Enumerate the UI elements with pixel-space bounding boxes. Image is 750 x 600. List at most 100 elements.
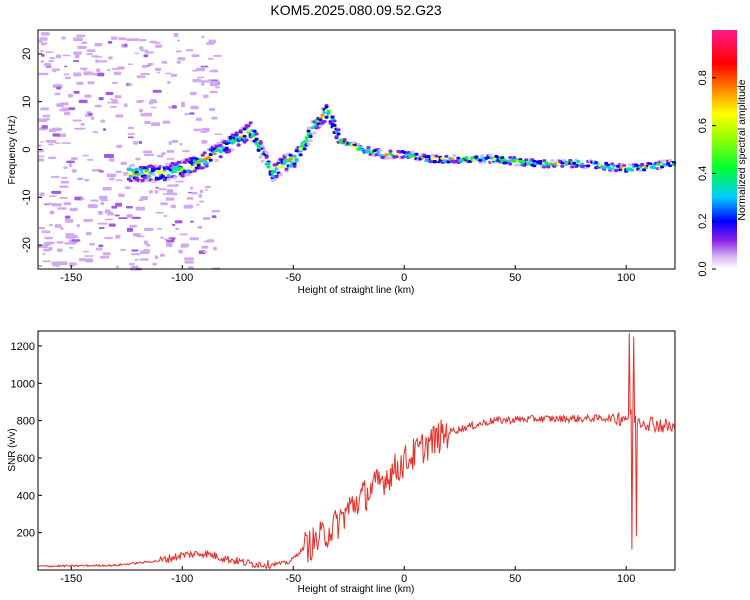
heatmap-noise-cell: [159, 253, 165, 257]
heatmap-cell: [246, 128, 251, 132]
heatmap-noise-cell: [124, 186, 131, 189]
heatmap-noise-cell: [178, 249, 183, 254]
snr-panel: -150 -100 -50 0 50 100 200 400 600 800 1000 1200 H…: [7, 330, 676, 595]
snr-y-tick-label: 400: [17, 490, 35, 502]
snr-x-tick-label: 0: [401, 573, 407, 585]
heatmap-noise-cell: [86, 49, 96, 52]
heatmap-noise-cell: [153, 41, 161, 44]
heatmap-noise-cell: [67, 94, 73, 98]
heatmap-cell: [140, 178, 145, 182]
heatmap-noise-cell: [208, 107, 216, 112]
heatmap-noise-cell: [144, 120, 151, 125]
heatmap-noise-cell: [54, 92, 61, 96]
heatmap-cell: [230, 148, 235, 152]
heatmap-noise-cell: [203, 94, 209, 98]
heatmap-noise-cell: [38, 264, 43, 268]
heatmap-noise-cell: [98, 244, 104, 248]
heatmap-noise-cell: [90, 199, 99, 202]
heatmap-cell: [378, 148, 383, 152]
heatmap-cell: [580, 162, 585, 166]
heatmap-cell: [518, 159, 523, 163]
heatmap-cell: [428, 160, 433, 164]
heatmap-noise-cell: [136, 100, 143, 104]
heatmap-noise-cell: [41, 32, 50, 36]
heatmap-cell: [218, 149, 223, 153]
heatmap-noise-cell: [189, 91, 197, 96]
heatmap-cell: [384, 153, 389, 157]
snr-y-axis-label: SNR (v/v): [7, 428, 18, 471]
heatmap-cell: [630, 168, 635, 172]
heatmap-noise-cell: [170, 192, 178, 196]
heatmap-noise-cell: [89, 242, 95, 246]
heatmap-cell: [276, 165, 281, 169]
heatmap-noise-cell: [104, 218, 114, 221]
heatmap-cell: [182, 170, 187, 174]
heatmap-noise-cell: [157, 227, 163, 230]
heatmap-noise-cell: [115, 234, 121, 239]
heatmap-cell: [508, 162, 513, 166]
heatmap-noise-cell: [132, 141, 139, 145]
heatmap-noise-cell: [142, 150, 153, 154]
heatmap-noise-cell: [48, 60, 54, 63]
heatmap-cell: [306, 142, 311, 146]
heatmap-cell: [136, 172, 141, 176]
heatmap-noise-cell: [41, 230, 51, 234]
snr-x-axis-label: Height of straight line (km): [298, 584, 415, 595]
heatmap-noise-cell: [51, 203, 62, 207]
heatmap-noise-cell: [94, 43, 103, 47]
heatmap-cell: [660, 165, 665, 169]
heatmap-noise-cell: [63, 202, 72, 206]
heatmap-cell: [272, 169, 277, 173]
heatmap-noise-cell: [64, 111, 71, 116]
heatmap-noise-cell: [52, 265, 61, 267]
colorbar-ticks: 0.0 0.2 0.4 0.6 0.8: [697, 70, 716, 277]
heatmap-noise-cell: [215, 86, 221, 89]
heatmap-noise-cell: [64, 215, 71, 219]
heatmap-cell: [280, 164, 285, 168]
heatmap-noise-cell: [139, 108, 143, 113]
heatmap-noise-cell: [201, 127, 210, 132]
heatmap-noise-cell: [74, 54, 80, 59]
heatmap-noise-cell: [61, 176, 68, 179]
heatmap-noise-cell: [106, 173, 117, 178]
heatmap-noise-cell: [147, 62, 154, 66]
heatmap-noise-cell: [115, 114, 124, 118]
heatmap-noise-cell: [72, 169, 77, 173]
heatmap-noise-cell: [114, 214, 120, 217]
heatmap-noise-cell: [80, 197, 85, 201]
spectrogram-y-ticks: -20 -10 0 10 20: [21, 48, 42, 253]
heatmap-noise-cell: [127, 83, 133, 86]
heatmap-noise-cell: [139, 250, 150, 254]
heatmap-noise-cell: [167, 81, 171, 84]
heatmap-cell: [186, 173, 191, 177]
heatmap-noise-cell: [69, 207, 78, 212]
heatmap-noise-cell: [99, 255, 110, 259]
heatmap-noise-cell: [81, 41, 88, 44]
heatmap-cell: [324, 105, 329, 109]
heatmap-noise-cell: [38, 155, 45, 158]
heatmap-noise-cell: [83, 218, 94, 222]
heatmap-noise-cell: [204, 188, 208, 191]
heatmap-cell: [446, 160, 451, 164]
heatmap-noise-cell: [174, 220, 183, 224]
heatmap-noise-cell: [40, 42, 48, 45]
heatmap-cell: [304, 136, 309, 140]
heatmap-noise-cell: [211, 215, 217, 219]
snr-x-tick-label: -50: [285, 573, 301, 585]
heatmap-noise-cell: [48, 157, 56, 159]
heatmap-cell: [586, 164, 591, 168]
heatmap-noise-cell: [165, 242, 173, 247]
heatmap-noise-cell: [112, 82, 118, 84]
heatmap-noise-cell: [51, 190, 62, 194]
snr-series-line: [37, 332, 676, 570]
heatmap-noise-cell: [123, 103, 128, 108]
heatmap-noise-cell: [84, 94, 92, 98]
heatmap-noise-cell: [76, 224, 81, 228]
heatmap-noise-cell: [83, 71, 93, 76]
spectrogram-ridge-layer: [126, 104, 677, 184]
spectrogram-y-tick-label: 10: [21, 96, 33, 108]
heatmap-noise-cell: [211, 210, 221, 213]
heatmap-noise-cell: [163, 215, 168, 217]
heatmap-noise-cell: [168, 141, 172, 146]
heatmap-noise-cell: [181, 103, 185, 108]
